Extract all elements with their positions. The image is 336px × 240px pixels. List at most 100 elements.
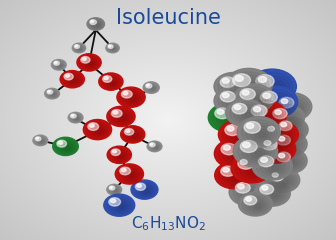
Circle shape bbox=[222, 93, 229, 98]
Circle shape bbox=[110, 108, 133, 125]
Circle shape bbox=[55, 139, 77, 154]
Circle shape bbox=[285, 117, 292, 122]
Circle shape bbox=[278, 112, 297, 126]
Circle shape bbox=[218, 120, 259, 149]
Circle shape bbox=[244, 121, 260, 133]
Circle shape bbox=[234, 105, 241, 110]
Circle shape bbox=[119, 205, 124, 209]
Circle shape bbox=[248, 192, 255, 196]
Circle shape bbox=[275, 149, 282, 153]
Circle shape bbox=[109, 198, 121, 206]
Circle shape bbox=[234, 104, 259, 123]
Circle shape bbox=[129, 174, 134, 177]
Circle shape bbox=[212, 106, 246, 130]
Circle shape bbox=[242, 120, 277, 145]
Circle shape bbox=[155, 146, 157, 148]
Circle shape bbox=[220, 91, 235, 102]
Circle shape bbox=[150, 86, 155, 90]
Circle shape bbox=[251, 105, 267, 116]
Circle shape bbox=[244, 162, 264, 177]
Circle shape bbox=[46, 89, 58, 98]
Circle shape bbox=[75, 45, 77, 47]
Circle shape bbox=[275, 102, 283, 107]
Circle shape bbox=[225, 68, 272, 102]
Circle shape bbox=[87, 18, 104, 30]
Circle shape bbox=[123, 91, 141, 105]
Circle shape bbox=[113, 110, 131, 124]
Circle shape bbox=[279, 137, 285, 141]
Circle shape bbox=[108, 185, 121, 194]
Circle shape bbox=[107, 146, 131, 163]
Circle shape bbox=[243, 142, 250, 148]
Circle shape bbox=[92, 21, 101, 28]
Circle shape bbox=[238, 138, 275, 165]
Circle shape bbox=[145, 83, 158, 93]
Circle shape bbox=[33, 135, 48, 146]
Circle shape bbox=[252, 201, 263, 210]
Circle shape bbox=[240, 89, 255, 100]
Circle shape bbox=[117, 87, 145, 107]
Circle shape bbox=[110, 186, 120, 193]
Circle shape bbox=[57, 64, 62, 67]
Circle shape bbox=[214, 139, 256, 168]
Circle shape bbox=[106, 78, 118, 87]
Circle shape bbox=[282, 156, 300, 168]
Circle shape bbox=[264, 160, 284, 174]
Circle shape bbox=[121, 126, 145, 143]
Circle shape bbox=[226, 170, 245, 183]
Circle shape bbox=[146, 84, 152, 88]
Circle shape bbox=[275, 175, 293, 187]
Circle shape bbox=[82, 57, 98, 69]
Circle shape bbox=[261, 157, 267, 162]
Text: $\mathsf{C_6H_{13}NO_2}$: $\mathsf{C_6H_{13}NO_2}$ bbox=[130, 214, 206, 233]
Circle shape bbox=[229, 98, 242, 107]
Circle shape bbox=[136, 184, 154, 197]
Circle shape bbox=[241, 110, 254, 119]
Circle shape bbox=[275, 132, 288, 141]
Circle shape bbox=[278, 153, 302, 170]
Circle shape bbox=[255, 151, 262, 156]
Circle shape bbox=[239, 78, 262, 95]
Circle shape bbox=[149, 142, 161, 151]
Circle shape bbox=[48, 90, 50, 92]
Circle shape bbox=[218, 75, 250, 98]
Circle shape bbox=[150, 143, 153, 145]
Circle shape bbox=[270, 107, 302, 129]
Circle shape bbox=[270, 172, 284, 181]
Circle shape bbox=[54, 62, 64, 69]
Circle shape bbox=[266, 125, 281, 136]
Circle shape bbox=[74, 45, 80, 48]
Circle shape bbox=[235, 76, 243, 81]
Circle shape bbox=[56, 63, 63, 68]
Circle shape bbox=[134, 182, 156, 198]
Circle shape bbox=[273, 108, 287, 119]
Circle shape bbox=[57, 140, 67, 147]
Circle shape bbox=[51, 60, 66, 70]
Circle shape bbox=[84, 59, 96, 67]
Circle shape bbox=[221, 144, 237, 155]
Circle shape bbox=[91, 20, 94, 23]
Circle shape bbox=[233, 135, 278, 167]
Circle shape bbox=[220, 77, 235, 88]
Circle shape bbox=[271, 131, 307, 157]
Circle shape bbox=[245, 197, 267, 213]
Circle shape bbox=[275, 110, 281, 114]
Circle shape bbox=[271, 146, 285, 155]
Circle shape bbox=[290, 129, 296, 133]
Circle shape bbox=[222, 78, 248, 96]
Circle shape bbox=[249, 95, 263, 105]
Circle shape bbox=[109, 186, 115, 190]
Circle shape bbox=[273, 117, 308, 142]
Circle shape bbox=[263, 93, 270, 98]
Circle shape bbox=[53, 137, 78, 156]
Circle shape bbox=[228, 117, 235, 122]
Circle shape bbox=[53, 137, 78, 156]
Circle shape bbox=[146, 84, 150, 86]
Text: Isoleucine: Isoleucine bbox=[116, 8, 220, 28]
Circle shape bbox=[45, 88, 59, 99]
Circle shape bbox=[279, 153, 285, 158]
Circle shape bbox=[258, 89, 295, 116]
Circle shape bbox=[51, 60, 66, 70]
Circle shape bbox=[90, 20, 96, 24]
Circle shape bbox=[221, 166, 235, 176]
